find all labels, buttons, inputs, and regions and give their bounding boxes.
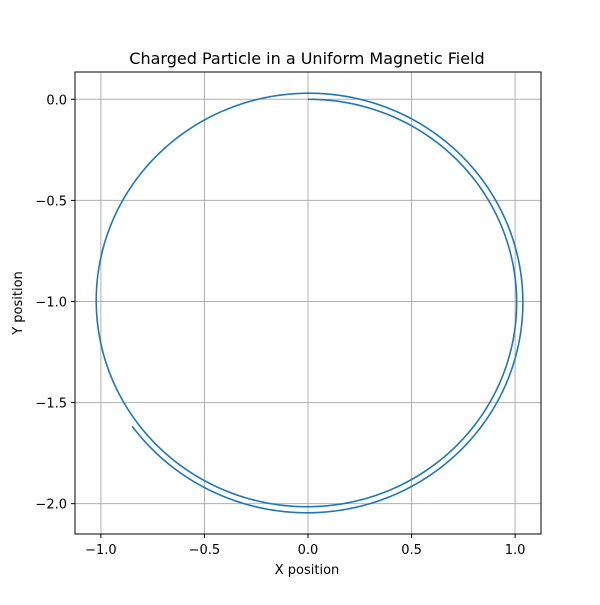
x-tick-label: −0.5 (189, 543, 221, 558)
chart-title: Charged Particle in a Uniform Magnetic F… (129, 49, 484, 68)
x-axis-title: X position (275, 563, 340, 578)
y-tick-label: 0.0 (46, 93, 67, 108)
y-axis-title: Y position (11, 271, 26, 336)
tick-marks: −1.0 −0.5 0.0 0.5 1.0 0.0 −0.5 −1.0 −1.5 −2.0 (35, 93, 525, 558)
x-tick-label: 0.0 (298, 543, 319, 558)
plot-area (95, 92, 524, 514)
trajectory-line (95, 92, 524, 514)
x-tick-label: 1.0 (505, 543, 526, 558)
y-tick-label: −0.5 (35, 194, 67, 209)
y-tick-label: −2.0 (35, 498, 67, 513)
y-tick-label: −1.0 (35, 295, 67, 310)
x-tick-label: −1.0 (85, 543, 117, 558)
y-tick-label: −1.5 (35, 397, 67, 412)
x-tick-label: 0.5 (401, 543, 422, 558)
